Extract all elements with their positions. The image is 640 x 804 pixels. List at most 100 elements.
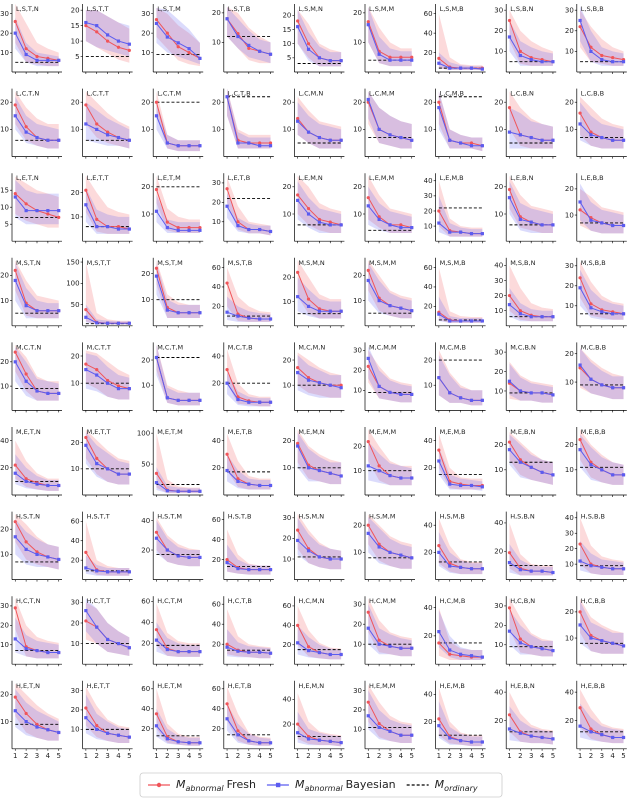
y-tick-label: 30 [353, 687, 362, 695]
bayes-point [339, 652, 343, 657]
x-tick-label: 2 [447, 752, 451, 760]
bayes-point [165, 647, 169, 652]
bayes-point [154, 21, 159, 26]
panel-title: L,S,B,B [581, 5, 604, 13]
bayes-point [57, 650, 61, 655]
fresh-point [84, 706, 88, 710]
panel-title: M,C,B,B [581, 343, 606, 351]
panel-title: L,C,T,N [16, 90, 39, 98]
bayes-point [448, 230, 452, 234]
bayes-point [529, 569, 533, 573]
panel: 10 20 L,C,M,M [353, 88, 415, 159]
bayes-point [24, 130, 28, 134]
y-tick-label: 20 [0, 272, 9, 280]
fresh-point [13, 19, 17, 24]
y-tick-label: 30 [282, 514, 291, 522]
bayes-point [529, 734, 533, 738]
bayes-point [306, 649, 311, 653]
bayes-point [225, 645, 229, 649]
y-tick-label: 40 [212, 536, 221, 544]
fresh-point [366, 700, 370, 704]
panel-title: H,C,M,N [298, 597, 324, 605]
fresh-point [366, 439, 370, 444]
panel: 10 20 L,C,T,B [212, 88, 274, 159]
bayes-point [247, 141, 251, 145]
bayes-point [611, 473, 615, 477]
fresh-band [85, 521, 130, 576]
bayes-point [187, 144, 191, 148]
y-tick-label: 20 [424, 356, 433, 364]
bayes-point [448, 319, 452, 323]
fresh-point [268, 141, 273, 145]
bayes-point [165, 35, 169, 39]
panel-title: H,C,B,N [510, 597, 535, 605]
bayes-point [268, 317, 273, 321]
y-tick-label: 40 [212, 705, 221, 713]
panel: 10 20 30 H,C,B,N [494, 596, 557, 667]
panel-title: L,S,M,B [440, 5, 464, 13]
y-tick-label: 60 [212, 601, 221, 609]
panel: 10 20 M,C,B,B [565, 342, 627, 413]
bayes-point [621, 567, 626, 571]
bayes-point [116, 135, 121, 140]
fresh-point [578, 437, 582, 442]
bayes-band [85, 598, 130, 656]
bayes-point [106, 637, 110, 642]
bayes-point [410, 392, 414, 396]
bayes-point [600, 135, 604, 140]
bayes-point [187, 228, 191, 232]
x-tick-label: 4 [610, 752, 615, 760]
y-tick-label: 10 [0, 718, 9, 726]
bayes-band [368, 262, 412, 319]
bayes-point [328, 223, 332, 227]
bayes-point [176, 489, 180, 493]
fresh-point [258, 141, 262, 145]
y-tick-label: 15 [71, 22, 80, 30]
panel-title: H,C,T,T [87, 597, 111, 605]
panel-title: M,S,B,B [581, 259, 606, 267]
panel-title: M,E,T,B [228, 428, 252, 436]
fresh-band [15, 598, 59, 659]
bayes-point [459, 141, 463, 145]
fresh-point [13, 192, 17, 196]
bayes-point [35, 209, 39, 213]
panel-title: H,C,T,B [228, 597, 252, 605]
bayes-point [589, 377, 593, 381]
y-tick-label: 10 [141, 382, 150, 390]
panel: 10 20 30 40 H,S,B,B [565, 511, 627, 582]
bayes-point [388, 644, 392, 648]
fresh-point [306, 42, 311, 46]
panel-title: L,E,M,M [369, 174, 394, 182]
bayes-point [258, 400, 262, 404]
bayes-point [388, 58, 392, 62]
x-tick-label: 5 [621, 752, 625, 760]
bayes-point [225, 204, 229, 208]
y-tick-label: 10 [141, 296, 150, 304]
panel: 20 40 H,S,T,M [141, 511, 204, 582]
bayes-point [388, 304, 392, 308]
fresh-band [580, 188, 624, 234]
x-tick-label: 3 [388, 752, 392, 760]
bayes-point [187, 398, 191, 402]
panel: 10 20 30 H,C,T,T [71, 596, 133, 667]
fresh-point [35, 550, 39, 554]
fresh-band [156, 260, 200, 318]
fresh-point [366, 523, 370, 527]
panel-title: M,S,T,T [87, 259, 111, 267]
fresh-point [437, 209, 441, 213]
panel: 20 40 M,E,T,B [212, 427, 274, 497]
bayes-point [410, 556, 414, 560]
bayes-point [578, 363, 582, 367]
bayes-point [13, 195, 17, 199]
x-tick-label: 2 [589, 752, 593, 760]
panel-title: H,S,M,B [440, 513, 465, 521]
panel-title: L,E,M,B [440, 174, 464, 182]
fresh-point [578, 366, 582, 370]
legend: Mabnormal Fresh Mabnormal Bayesian Mordinary [148, 778, 478, 793]
panel-title: H,S,B,B [581, 513, 605, 521]
fresh-band [509, 522, 553, 576]
bayes-point [84, 315, 88, 319]
bayes-point [589, 49, 593, 53]
panel-title: H,E,T,N [16, 682, 40, 690]
fresh-point [296, 528, 300, 532]
